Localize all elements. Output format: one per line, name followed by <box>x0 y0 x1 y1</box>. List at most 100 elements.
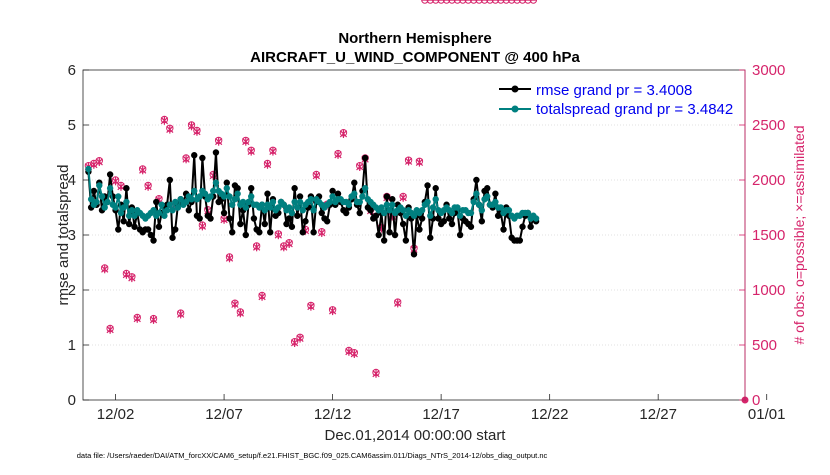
rmse-point <box>296 193 304 200</box>
y-tick-label: 1 <box>68 337 76 354</box>
obs-possible-marker <box>529 0 538 4</box>
rmse-point <box>356 209 363 217</box>
spread-point <box>117 209 125 217</box>
obs-assimilated-marker <box>290 338 299 347</box>
x-tick-label: 12/12 <box>314 406 352 423</box>
obs-possible-marker <box>432 0 440 4</box>
x-axis-label: Dec.01,2014 00:00:00 start <box>325 427 507 444</box>
y2-tick-label: 1500 <box>752 227 785 244</box>
spread-point <box>427 212 434 219</box>
obs-assimilated-marker <box>399 193 407 202</box>
rmse-point <box>125 220 133 228</box>
spread-point <box>161 212 168 219</box>
spread-point <box>115 193 122 200</box>
rmse-point <box>310 229 317 236</box>
series-lines <box>85 149 540 258</box>
obs-possible-marker <box>442 0 451 4</box>
obs-assimilated-marker <box>117 182 125 191</box>
rmse-point <box>242 231 249 239</box>
rmse-point <box>435 215 442 222</box>
spread-point <box>345 201 353 208</box>
x-tick-label: 12/22 <box>531 406 569 423</box>
obs-assimilated-marker <box>139 165 147 175</box>
obs-assimilated-marker <box>187 121 196 131</box>
obs-assimilated-marker <box>111 176 120 186</box>
rmse-point <box>516 237 524 244</box>
rmse-point <box>473 176 480 184</box>
obs-assimilated-marker <box>193 127 201 136</box>
rmse-point <box>169 234 176 241</box>
rmse-point <box>196 215 203 222</box>
y2-tick-label: 1000 <box>752 282 785 299</box>
rmse-point <box>283 220 290 228</box>
obs-possible-marker <box>469 0 478 4</box>
x-tick-label: 12/17 <box>422 406 460 423</box>
rmse-point <box>448 220 456 228</box>
spread-point <box>296 198 304 206</box>
rmse-point <box>248 185 255 192</box>
rmse-point <box>410 251 418 258</box>
spread-point <box>231 196 239 203</box>
obs-possible-marker <box>486 0 494 4</box>
rmse-point <box>261 220 268 228</box>
y2-tick-label: 0 <box>752 392 760 409</box>
spread-point <box>269 198 277 206</box>
spread-point <box>351 190 358 197</box>
rmse-point <box>527 223 534 230</box>
spread-point <box>223 185 230 192</box>
spread-point <box>261 207 268 214</box>
obs-assimilated-marker <box>144 182 152 191</box>
spread-point <box>478 207 486 214</box>
rmse-point <box>478 218 486 225</box>
rmse-point <box>115 226 122 233</box>
rmse-point <box>144 226 152 233</box>
obs-possible-marker <box>513 0 521 4</box>
spread-point <box>258 201 266 208</box>
obs-assimilated-marker <box>296 334 304 343</box>
spread-point <box>239 198 247 206</box>
rmse-point <box>302 218 309 225</box>
spread-point <box>201 190 209 197</box>
spread-point <box>131 212 138 219</box>
spread-point <box>234 190 241 197</box>
legend-rmse-marker <box>511 85 519 93</box>
spread-point <box>125 212 133 219</box>
spread-point <box>267 204 274 211</box>
spread-point <box>248 193 255 200</box>
spread-point <box>172 198 179 206</box>
spread-point <box>329 193 336 200</box>
obs-assimilated-marker <box>280 242 288 252</box>
rmse-point <box>389 196 396 203</box>
spread-point <box>424 198 431 206</box>
obs-assimilated-marker <box>133 314 141 323</box>
obs-assimilated-marker <box>274 230 282 240</box>
spread-point <box>242 204 249 211</box>
spread-point <box>245 198 252 206</box>
obs-assimilated-marker <box>318 228 326 237</box>
grid <box>83 124 745 346</box>
obs-assimilated-marker <box>242 137 250 146</box>
rmse-point <box>147 231 155 239</box>
rmse-point <box>427 234 434 241</box>
obs-possible-marker <box>475 0 483 4</box>
y2-tick-label: 2500 <box>752 117 785 134</box>
rmse-point <box>361 154 369 162</box>
obs-possible-marker <box>448 0 456 4</box>
rmse-point <box>519 223 526 230</box>
spread-point <box>402 212 410 219</box>
obs-assimilated-marker <box>253 242 261 252</box>
obs-possible-marker <box>453 0 462 4</box>
obs-assimilated-marker <box>225 253 234 263</box>
obs-possible-marker <box>426 0 434 4</box>
rmse-point <box>288 223 296 230</box>
chart-title: Northern Hemisphere <box>338 30 491 47</box>
obs-assimilated-marker <box>415 158 424 167</box>
spread-point <box>383 201 391 208</box>
obs-possible-marker <box>480 0 489 4</box>
spread-point <box>429 204 437 211</box>
spread-point <box>98 193 106 200</box>
y-tick-label: 0 <box>68 392 76 409</box>
spread-point <box>163 207 171 214</box>
rmse-point <box>166 176 174 184</box>
